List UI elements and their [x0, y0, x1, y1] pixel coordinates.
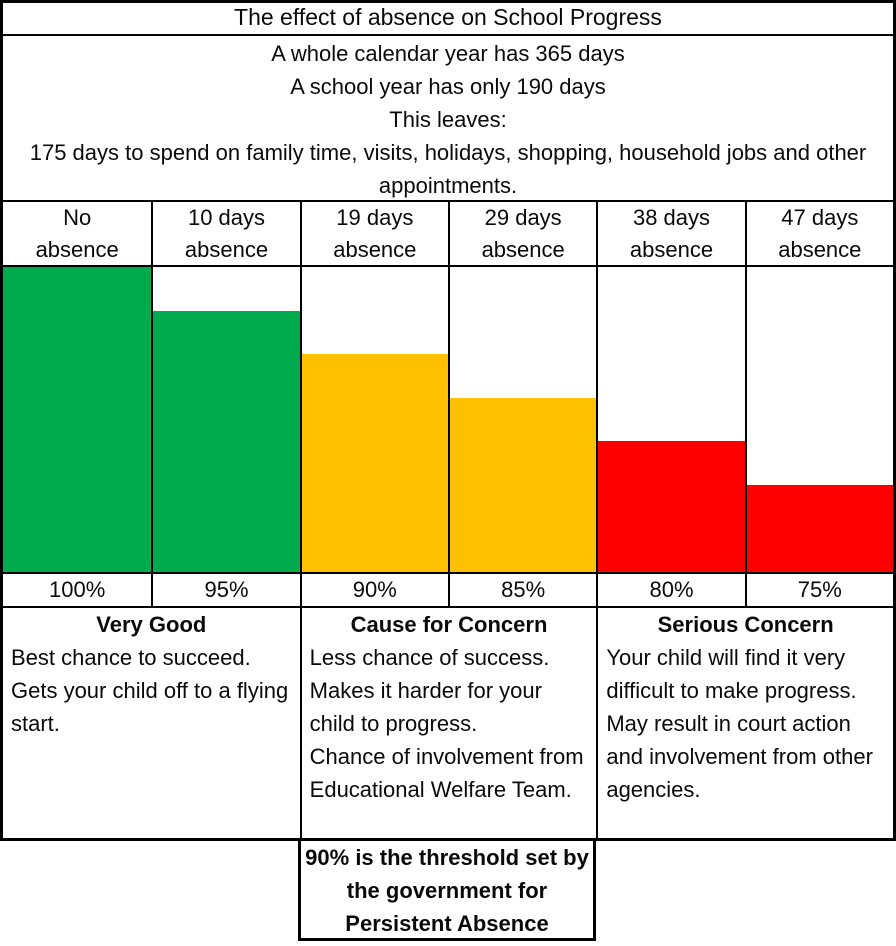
bar-cell — [3, 265, 152, 572]
value-label-80: 80% — [596, 572, 745, 606]
column-header-no-absence: No absence — [3, 200, 152, 265]
section-line: Best chance to succeed. — [11, 645, 251, 670]
section-line: Your child will find it very difficult t… — [606, 645, 857, 703]
column-header-29-days: 29 days absence — [447, 200, 597, 265]
section-very-good: Very Good Best chance to succeed. Gets y… — [3, 606, 300, 838]
intro-line-calendar-year: A whole calendar year has 365 days — [271, 41, 625, 66]
persistent-absence-footnote: 90% is the threshold set by the governme… — [298, 841, 596, 941]
page-title: The effect of absence on School Progress — [234, 4, 662, 30]
bar-cell — [151, 265, 300, 572]
column-header-10-days: 10 days absence — [151, 200, 300, 265]
absence-effect-chart: The effect of absence on School Progress… — [0, 0, 896, 841]
column-header-38-days: 38 days absence — [596, 200, 745, 265]
section-heading-serious-concern: Serious Concern — [657, 612, 834, 637]
bar-75-percent — [746, 484, 893, 572]
section-line: Gets your child off to a flying start. — [11, 678, 289, 736]
bar-cell — [447, 265, 597, 572]
intro-line-school-year: A school year has only 190 days — [290, 74, 606, 99]
section-serious-concern: Serious Concern Your child will find it … — [596, 606, 893, 838]
value-label-90: 90% — [299, 572, 448, 606]
bar-95-percent — [153, 310, 300, 572]
bar-100-percent — [3, 267, 152, 572]
section-line: Less chance of success. — [309, 645, 550, 670]
bar-90-percent — [301, 354, 448, 572]
intro-line-remaining-days: 175 days to spend on family time, visits… — [29, 140, 867, 198]
value-label-85: 85% — [447, 572, 597, 606]
value-label-100: 100% — [3, 572, 152, 606]
section-heading-very-good: Very Good — [96, 612, 207, 637]
value-label-75: 75% — [744, 572, 893, 606]
bar-85-percent — [449, 397, 597, 572]
column-header-47-days: 47 days absence — [744, 200, 893, 265]
intro-line-this-leaves: This leaves: — [389, 107, 507, 132]
value-label-95: 95% — [151, 572, 300, 606]
section-line: Makes it harder for your child to progre… — [309, 678, 542, 736]
bar-cell — [596, 265, 745, 572]
intro-block: A whole calendar year has 365 days A sch… — [3, 34, 893, 200]
section-line: May result in court action and involveme… — [606, 711, 873, 802]
column-header-19-days: 19 days absence — [299, 200, 448, 265]
section-line: Chance of involvement from Educational W… — [309, 744, 584, 802]
bar-cell — [744, 265, 893, 572]
section-cause-for-concern: Cause for Concern Less chance of success… — [299, 606, 597, 838]
bar-80-percent — [598, 441, 745, 572]
bar-cell — [299, 265, 448, 572]
section-heading-cause-for-concern: Cause for Concern — [350, 612, 548, 637]
